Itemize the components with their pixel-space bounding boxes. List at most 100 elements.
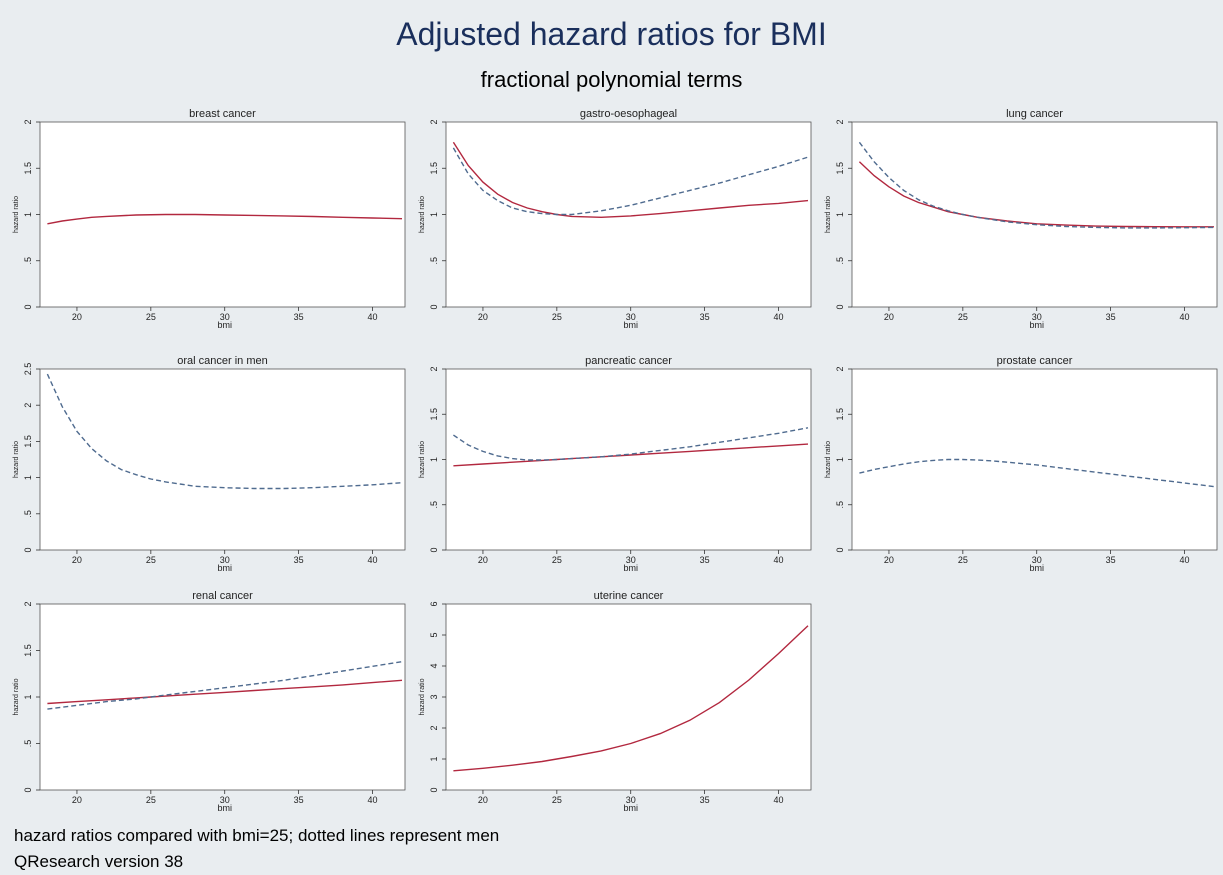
y-axis-label: hazard ratio xyxy=(13,678,20,715)
x-tick-label: 20 xyxy=(884,555,894,565)
x-tick-label: 30 xyxy=(220,312,230,322)
source-note: QResearch version 38 xyxy=(14,852,184,871)
y-tick-label: 1 xyxy=(429,457,439,462)
y-tick-label: 1 xyxy=(429,212,439,217)
y-tick-label: 1 xyxy=(835,457,845,462)
men-line xyxy=(453,427,809,461)
y-tick-label: 0 xyxy=(23,547,33,552)
plot-area xyxy=(851,121,1218,308)
y-tick-label: 0 xyxy=(835,304,845,309)
x-tick-label: 20 xyxy=(72,555,82,565)
panel-title: uterine cancer xyxy=(594,590,664,602)
y-tick-label: 1.5 xyxy=(429,408,439,421)
footnote: hazard ratios compared with bmi=25; dott… xyxy=(14,826,500,845)
figure-subtitle: fractional polynomial terms xyxy=(480,67,743,92)
x-tick-label: 30 xyxy=(1032,555,1042,565)
x-tick-label: 40 xyxy=(773,312,783,322)
y-tick-label: 1.5 xyxy=(429,162,439,175)
x-tick-label: 35 xyxy=(700,555,710,565)
women-line xyxy=(47,679,403,705)
men-line xyxy=(47,661,403,710)
x-tick-label: 30 xyxy=(1032,312,1042,322)
y-tick-label: 0 xyxy=(835,547,845,552)
y-tick-label: 0 xyxy=(429,787,439,792)
panel-title: prostate cancer xyxy=(997,355,1073,367)
x-axis-label: bmi xyxy=(623,563,638,573)
x-tick-label: 25 xyxy=(146,555,156,565)
y-tick-label: .5 xyxy=(429,501,439,509)
x-tick-label: 25 xyxy=(146,795,156,805)
y-tick-label: 1 xyxy=(23,694,33,699)
x-tick-label: 20 xyxy=(478,312,488,322)
plot-area xyxy=(445,368,812,551)
men-line xyxy=(452,147,809,216)
panel-prostate-cancer: prostate cancer 20 25 30 35 40 bmi 0 .5 1 1.5 2 haza… xyxy=(825,355,1218,573)
panel-gastro-oesophageal: gastro-oesophageal 20 25 30 35 40 bmi 0 .5 1 1.5 2 h… xyxy=(419,108,812,330)
y-axis-label: hazard ratio xyxy=(825,441,832,478)
x-tick-label: 35 xyxy=(294,795,304,805)
x-tick-label: 35 xyxy=(294,555,304,565)
y-tick-label: .5 xyxy=(23,257,33,265)
x-tick-label: 35 xyxy=(700,795,710,805)
y-axis-label: hazard ratio xyxy=(13,196,20,233)
x-tick-label: 25 xyxy=(958,312,968,322)
y-tick-label: 1.5 xyxy=(23,435,33,448)
y-tick-label: 3 xyxy=(429,694,439,699)
y-tick-label: 0 xyxy=(429,547,439,552)
x-tick-label: 40 xyxy=(773,555,783,565)
y-tick-label: 1 xyxy=(835,212,845,217)
x-tick-label: 20 xyxy=(72,312,82,322)
x-tick-label: 40 xyxy=(367,555,377,565)
x-tick-label: 20 xyxy=(884,312,894,322)
y-tick-label: 5 xyxy=(429,632,439,637)
x-tick-label: 30 xyxy=(626,555,636,565)
plot-area xyxy=(445,603,812,791)
panel-title: pancreatic cancer xyxy=(585,355,672,367)
x-tick-label: 35 xyxy=(294,312,304,322)
plot-area xyxy=(39,368,406,551)
panel-oral-cancer-in-men: oral cancer in men 20 25 30 35 40 bmi 0 .5 1 1.5 2 2… xyxy=(13,355,406,573)
x-tick-label: 35 xyxy=(700,312,710,322)
y-tick-label: 1 xyxy=(429,756,439,761)
y-tick-label: 0 xyxy=(429,304,439,309)
y-axis-label: hazard ratio xyxy=(825,196,832,233)
x-tick-label: 40 xyxy=(367,312,377,322)
y-tick-label: 1.5 xyxy=(23,644,33,657)
y-axis-label: hazard ratio xyxy=(419,196,426,233)
x-axis-label: bmi xyxy=(217,803,232,813)
panel-title: breast cancer xyxy=(189,108,256,120)
y-tick-label: 2 xyxy=(23,119,33,124)
men-line xyxy=(46,373,403,490)
y-tick-label: .5 xyxy=(23,510,33,518)
women-line xyxy=(452,141,809,219)
panel-breast-cancer: breast cancer 20 25 30 35 40 bmi 0 .5 1 1.5 2 hazard… xyxy=(13,108,406,330)
y-tick-label: 1.5 xyxy=(835,162,845,175)
x-axis-label: bmi xyxy=(623,320,638,330)
x-tick-label: 20 xyxy=(478,795,488,805)
x-tick-label: 25 xyxy=(552,555,562,565)
y-axis-label: hazard ratio xyxy=(419,441,426,478)
y-tick-label: 2 xyxy=(429,119,439,124)
x-axis-label: bmi xyxy=(1029,320,1044,330)
panel-title: gastro-oesophageal xyxy=(580,108,677,120)
y-tick-label: 0 xyxy=(23,787,33,792)
x-tick-label: 40 xyxy=(1179,312,1189,322)
x-axis-label: bmi xyxy=(217,563,232,573)
y-axis-label: hazard ratio xyxy=(419,678,426,715)
panel-uterine-cancer: uterine cancer 20 25 30 35 40 bmi 0 1 2 3 4 5 6 hazard… xyxy=(419,590,812,813)
x-tick-label: 20 xyxy=(72,795,82,805)
panel-renal-cancer: renal cancer 20 25 30 35 40 bmi 0 .5 1 1.5 2 hazard … xyxy=(13,590,406,813)
plot-area xyxy=(39,603,406,791)
y-tick-label: 6 xyxy=(429,601,439,606)
x-tick-label: 30 xyxy=(220,795,230,805)
x-tick-label: 30 xyxy=(626,795,636,805)
plot-area xyxy=(851,368,1218,551)
x-tick-label: 35 xyxy=(1106,555,1116,565)
y-tick-label: 0 xyxy=(23,304,33,309)
panel-pancreatic-cancer: pancreatic cancer 20 25 30 35 40 bmi 0 .5 1 1.5 2 ha… xyxy=(419,355,812,573)
x-tick-label: 20 xyxy=(478,555,488,565)
panel-lung-cancer: lung cancer 20 25 30 35 40 bmi 0 .5 1 1.5 2 hazard r… xyxy=(825,108,1218,330)
x-tick-label: 25 xyxy=(552,312,562,322)
plot-area xyxy=(445,121,812,308)
y-tick-label: 1 xyxy=(23,212,33,217)
